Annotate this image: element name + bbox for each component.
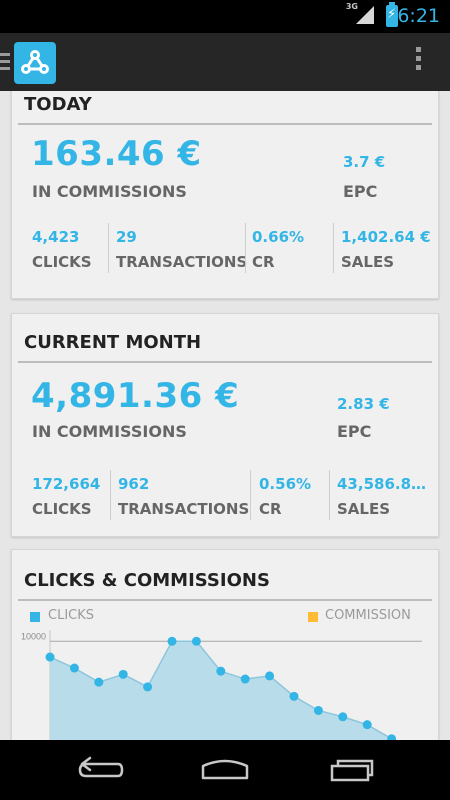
current-month-title: CURRENT MONTH — [24, 332, 202, 353]
divider — [250, 470, 251, 520]
clicks-point — [118, 669, 128, 679]
divider — [333, 223, 334, 273]
today-epc-value: 3.7 € — [343, 153, 386, 171]
app-logo-button[interactable] — [14, 42, 56, 84]
month-sales-label: SALES — [337, 500, 391, 518]
clicks-area — [50, 641, 393, 740]
clicks-chart: 10000 — [21, 630, 422, 740]
clock: 6:21 — [397, 5, 440, 27]
recent-apps-icon — [330, 759, 374, 782]
month-clicks: 172,664 CLICKS — [32, 475, 100, 518]
action-bar — [0, 33, 450, 91]
clicks-point — [362, 720, 372, 730]
today-cr-value: 0.66% — [252, 228, 305, 246]
y-tick-label: 10000 — [21, 631, 46, 641]
overflow-menu-icon[interactable] — [416, 47, 422, 74]
current-month-card: CURRENT MONTH 4,891.36 € IN COMMISSIONS … — [11, 313, 439, 537]
status-bar: 3G ⚡ 6:21 — [0, 0, 450, 33]
month-cr-value: 0.56% — [259, 475, 312, 493]
home-button[interactable] — [185, 740, 265, 800]
today-cr-label: CR — [252, 253, 275, 271]
clicks-line — [49, 640, 393, 740]
back-button[interactable] — [60, 740, 140, 800]
charging-battery-icon: ⚡ — [386, 2, 398, 27]
today-sales-label: SALES — [341, 253, 395, 271]
divider — [245, 223, 246, 273]
clicks-point — [289, 691, 299, 701]
clicks-point — [387, 734, 397, 740]
today-commissions-label: IN COMMISSIONS — [32, 182, 187, 201]
today-clicks: 4,423 CLICKS — [32, 228, 92, 271]
legend-swatch-commission — [308, 612, 318, 622]
network-type: 3G — [345, 2, 358, 11]
today-clicks-label: CLICKS — [32, 253, 92, 271]
month-commissions-label: IN COMMISSIONS — [32, 422, 187, 441]
legend-swatch-clicks — [30, 612, 40, 622]
divider — [18, 599, 432, 601]
legend-commission: COMMISSION — [325, 608, 411, 623]
today-card: TODAY 163.46 € IN COMMISSIONS 3.7 € EPC … — [11, 91, 439, 299]
back-icon — [78, 756, 124, 778]
today-clicks-value: 4,423 — [32, 228, 80, 246]
clicks-point — [338, 712, 348, 722]
today-sales-value: 1,402.64 € — [341, 228, 431, 246]
today-cr: 0.66% CR — [252, 228, 304, 271]
month-epc-label: EPC — [337, 422, 372, 441]
home-icon — [201, 759, 249, 780]
today-title: TODAY — [24, 94, 92, 115]
today-transactions-value: 29 — [116, 228, 137, 246]
drawer-icon[interactable] — [0, 53, 10, 74]
dashboard-content[interactable]: TODAY 163.46 € IN COMMISSIONS 3.7 € EPC … — [0, 91, 450, 740]
month-clicks-value: 172,664 — [32, 475, 101, 493]
today-commissions-value: 163.46 € — [31, 134, 202, 174]
recent-apps-button[interactable] — [310, 740, 390, 800]
today-epc-label: EPC — [343, 182, 378, 201]
share-network-icon — [21, 50, 49, 74]
month-sales-value: 43,586.8… — [337, 475, 427, 493]
clicks-point — [143, 682, 153, 692]
chart-title: CLICKS & COMMISSIONS — [24, 570, 270, 591]
clicks-point — [313, 705, 323, 715]
divider — [18, 123, 432, 125]
month-transactions-value: 962 — [118, 475, 150, 493]
month-transactions: 962 TRANSACTIONS — [118, 475, 249, 518]
month-commissions-value: 4,891.36 € — [31, 376, 240, 416]
month-cr-label: CR — [259, 500, 282, 518]
signal-icon — [356, 6, 374, 24]
month-cr: 0.56% CR — [259, 475, 311, 518]
today-sales: 1,402.64 € SALES — [341, 228, 431, 271]
clicks-point — [94, 677, 104, 687]
divider — [18, 361, 432, 363]
clicks-point — [191, 636, 201, 646]
clicks-point — [265, 671, 275, 681]
clicks-point — [216, 666, 226, 676]
month-sales: 43,586.8… SALES — [337, 475, 426, 518]
today-transactions: 29 TRANSACTIONS — [116, 228, 247, 271]
navigation-bar — [0, 740, 450, 800]
chart-card: CLICKS & COMMISSIONS CLICKS COMMISSION 1… — [11, 549, 439, 740]
divider — [329, 470, 330, 520]
divider — [110, 470, 111, 520]
divider — [108, 223, 109, 273]
clicks-point — [69, 663, 79, 673]
month-transactions-label: TRANSACTIONS — [118, 500, 250, 518]
month-clicks-label: CLICKS — [32, 500, 92, 518]
clicks-point — [240, 674, 250, 684]
clicks-point — [167, 636, 177, 646]
clicks-point — [45, 652, 55, 662]
legend-clicks: CLICKS — [48, 608, 95, 623]
month-epc-value: 2.83 € — [337, 395, 390, 413]
today-transactions-label: TRANSACTIONS — [116, 253, 248, 271]
